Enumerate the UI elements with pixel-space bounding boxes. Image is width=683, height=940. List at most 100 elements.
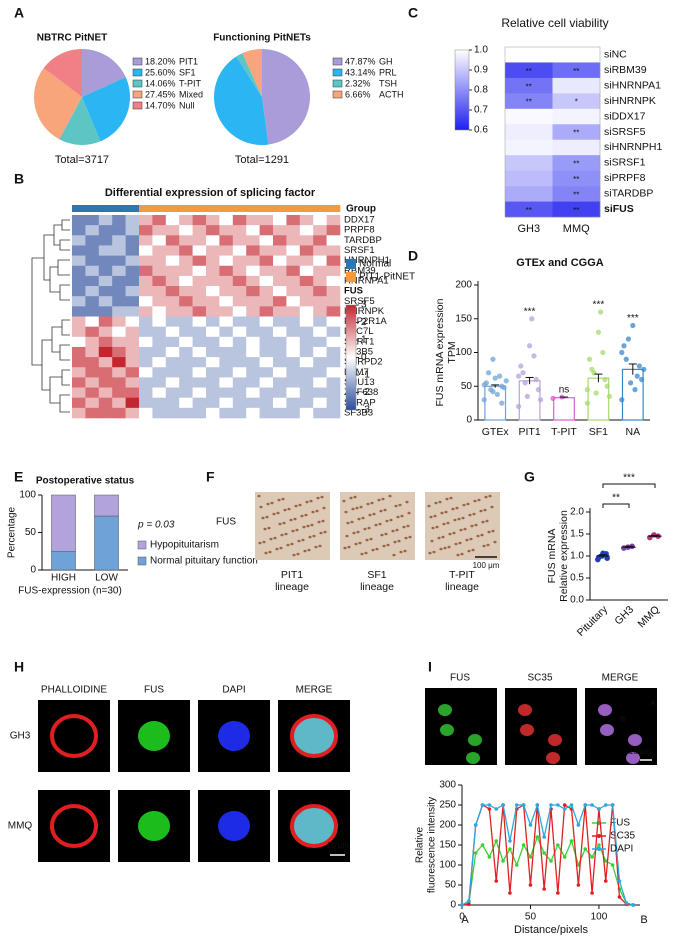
heatmap-cell (112, 296, 126, 307)
significance: *** (627, 313, 639, 324)
heatmap-cell (219, 306, 234, 317)
cell (301, 538, 305, 542)
y-axis-label: fluorescence intensity (427, 797, 438, 893)
heatmap-cell (72, 306, 86, 317)
cell (280, 533, 284, 537)
x-tick-label: LOW (95, 573, 118, 584)
row-label: PRPF8 (344, 225, 375, 236)
y-tick-label: 200 (439, 820, 456, 831)
heatmap-cell (98, 397, 113, 409)
heatmap-cell (192, 326, 207, 338)
heatmap-cell (552, 77, 601, 94)
cell (357, 517, 361, 521)
heatmap-cell (206, 225, 220, 236)
cell (320, 495, 324, 499)
y-tick-label: 2.0 (570, 507, 584, 518)
cell-annotation: ** (573, 67, 579, 76)
heatmap-cell (72, 255, 86, 267)
significance: *** (593, 300, 605, 311)
heatmap-cell (98, 235, 113, 246)
cell-annotation: ** (573, 129, 579, 138)
heatmap-cell (246, 275, 260, 287)
heatmap-cell (85, 336, 100, 348)
row-label: siSRSF1 (604, 157, 646, 169)
bar-segment (94, 494, 119, 517)
heatmap-cell (165, 225, 180, 236)
heatmap-cell (313, 265, 327, 277)
heatmap-cell (286, 286, 301, 297)
heatmap-cell (179, 346, 193, 358)
pie-slice (59, 97, 101, 145)
series-point (590, 803, 594, 807)
group-cell (299, 205, 314, 212)
cell (354, 542, 358, 546)
heatmap-cell (286, 275, 301, 287)
heatmap-cell (273, 407, 287, 419)
comparison-bracket (602, 503, 630, 508)
heatmap-cell (179, 367, 193, 378)
cell (310, 523, 314, 527)
y-tick-label: 150 (439, 840, 456, 851)
heatmap-cell (219, 397, 234, 409)
y-axis-label: FUS mRNA (546, 529, 558, 584)
heatmap-cell (125, 377, 140, 388)
cell (321, 519, 325, 523)
data-point (531, 353, 537, 359)
series-point (467, 899, 471, 903)
series-point (569, 839, 574, 843)
heatmap-cell (505, 139, 553, 156)
heatmap-cell (165, 346, 180, 358)
cell (360, 552, 364, 556)
heatmap-cell (286, 377, 301, 388)
cell (438, 704, 452, 716)
heatmap-cell (112, 326, 126, 338)
cell (279, 546, 283, 550)
series-point (549, 859, 553, 863)
cell (276, 511, 280, 515)
row-label: SART1 (344, 336, 374, 347)
series-point (617, 879, 622, 883)
cell (441, 535, 445, 539)
significance: *** (524, 306, 536, 317)
heatmap-cell (98, 387, 113, 398)
micrograph (38, 700, 110, 772)
column-label: MERGE (296, 685, 333, 696)
heatmap-cell (165, 275, 180, 287)
series-line (461, 835, 634, 906)
group-cell (98, 205, 113, 212)
legend-value: 47.87% (345, 56, 376, 66)
data-point (627, 380, 634, 386)
chart-title: GTEx and CGGA (516, 257, 603, 269)
data-point (481, 382, 487, 388)
cell (405, 500, 409, 504)
x-tick-label: Pituitary (575, 603, 611, 639)
series-line (461, 803, 634, 906)
heatmap-cell (232, 245, 247, 256)
cell (366, 502, 370, 506)
heatmap-cell (165, 387, 180, 398)
legend-swatch (332, 68, 343, 77)
cell-annotation: ** (526, 82, 532, 91)
heatmap-cell (505, 170, 553, 187)
data-point (598, 309, 604, 315)
heatmap-cell (192, 316, 207, 327)
cell (518, 704, 532, 716)
cell (444, 510, 448, 514)
cell (385, 519, 389, 523)
cell (626, 752, 640, 764)
heatmap-cell (246, 316, 260, 327)
pie-slice (242, 49, 262, 97)
panel-letter: C (408, 5, 418, 21)
heatmap-cell (125, 357, 140, 368)
cell (406, 524, 410, 528)
data-point (520, 370, 526, 376)
heatmap-cell (179, 225, 193, 236)
heatmap-cell (98, 367, 113, 378)
data-point (524, 393, 530, 399)
row-label: HNRNPK (344, 306, 385, 317)
heatmap-cell (139, 336, 153, 348)
legend-swatch (346, 272, 356, 282)
legend-label: PIT1-PitNET (359, 272, 415, 283)
series-point (610, 803, 615, 807)
data-point (550, 395, 556, 401)
